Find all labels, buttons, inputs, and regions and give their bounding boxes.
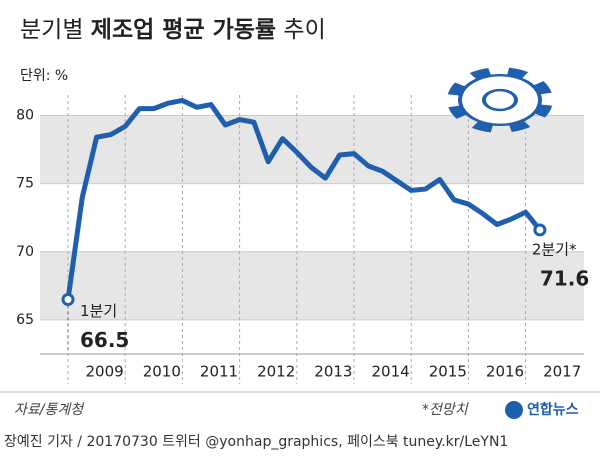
x-tick-label: 2011 [200, 363, 238, 381]
logo: 연합뉴스 [527, 401, 579, 418]
grid-band [40, 115, 584, 184]
y-tick-label: 80 [16, 107, 34, 123]
end-point [61, 292, 75, 306]
point-label: 1분기 [80, 302, 117, 320]
gear-icon [447, 67, 553, 133]
value-label: 66.5 [80, 328, 129, 352]
x-tick-label: 2010 [143, 363, 181, 381]
unit: 단위: % [20, 68, 68, 84]
value-label: 71.6 [540, 266, 589, 290]
chart-title: 분기별 제조업 평균 가동률 추이 [20, 17, 326, 43]
y-tick-label: 65 [16, 312, 34, 328]
grid-band [40, 251, 584, 320]
x-tick-label: 2013 [314, 363, 352, 381]
x-tick-label: 2009 [86, 363, 124, 381]
logo-mark [505, 401, 523, 419]
title-lead: 분기별 [20, 17, 83, 43]
source: 자료/통계청 [14, 402, 85, 418]
x-tick-label: 2014 [372, 363, 410, 381]
x-tick-label: 2017 [543, 363, 581, 381]
y-tick-label: 70 [16, 244, 34, 260]
title-tail: 추이 [283, 17, 325, 43]
line [65, 97, 542, 300]
x-tick-label: 2012 [257, 363, 295, 381]
y-tick-label: 75 [16, 176, 34, 192]
point-label: 2분기* [532, 240, 577, 258]
title-main: 제조업 평균 가동률 [91, 17, 276, 43]
credit: 장예진 기자 / 20170730 트위터 @yonhap_graphics, … [4, 434, 508, 450]
gear-hole [482, 88, 518, 112]
note: *전망치 [422, 402, 469, 418]
x-tick-label: 2015 [429, 363, 467, 381]
gear-teeth [447, 67, 553, 133]
plot-area: 65 70 75 80 2009 2010 2011 2012 2013 2014 2015 2016… [16, 95, 589, 384]
end-point [533, 223, 547, 237]
x-tick-label: 2016 [486, 363, 524, 381]
